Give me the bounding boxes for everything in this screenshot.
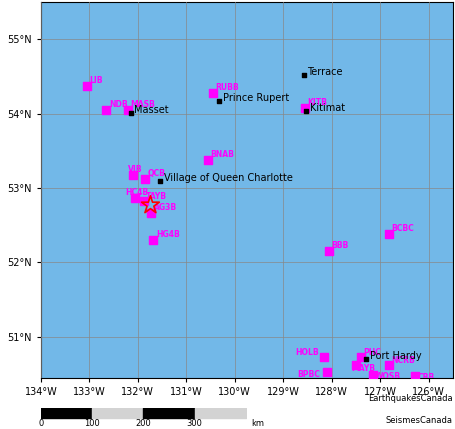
Point [300,72,307,79]
Text: NDB: NDB [109,100,127,109]
Point [204,156,212,163]
Text: Prince Rupert: Prince Rupert [223,93,289,103]
Text: CBB: CBB [417,374,435,383]
Point [302,108,309,115]
Text: Kitimat: Kitimat [310,103,345,113]
Point [323,369,330,376]
Text: 100: 100 [84,419,100,428]
Text: 200: 200 [136,419,151,428]
Point [127,109,134,116]
Text: 0: 0 [38,419,44,428]
Point [147,202,154,208]
Text: BPBC: BPBC [298,370,321,379]
Text: BCBC: BCBC [391,224,414,233]
Text: Village of Queen Charlotte: Village of Queen Charlotte [163,172,293,183]
Point [140,198,147,205]
Point [325,248,333,254]
Text: Masset: Masset [134,105,169,115]
Text: BNAB: BNAB [211,150,234,159]
Point [142,175,149,182]
Text: MAYB: MAYB [351,364,375,373]
Text: NCRB: NCRB [391,356,415,365]
Text: LIB: LIB [89,76,103,85]
Point [132,194,139,201]
Text: km: km [251,419,264,428]
Point [357,354,364,361]
Text: MASB: MASB [131,100,155,109]
Point [301,105,308,112]
Point [156,177,163,184]
Text: PHC: PHC [363,348,381,357]
Text: HOLB: HOLB [295,348,319,357]
Point [411,373,419,380]
Point [83,83,91,90]
Text: QCB: QCB [147,169,166,178]
Point [150,236,157,243]
Text: 300: 300 [187,419,202,428]
Point [321,354,328,361]
Point [385,362,392,369]
Point [369,371,376,378]
Point [385,231,392,238]
Point [209,89,217,96]
Text: HC4B: HC4B [126,188,149,197]
Point [216,97,223,104]
Text: AG3B: AG3B [154,203,177,212]
Point [129,171,136,178]
Text: SeismesCanada: SeismesCanada [386,416,453,425]
Point [148,209,155,216]
Text: KITB: KITB [308,99,327,108]
Text: BBB: BBB [332,241,349,250]
Text: VIB: VIB [128,165,143,174]
Point [363,356,370,363]
Text: Port Hardy: Port Hardy [370,351,422,361]
Text: Terrace: Terrace [308,67,343,77]
Text: TAYB: TAYB [146,192,167,201]
Point [103,106,110,113]
Text: RUBB: RUBB [215,83,239,92]
Point [125,106,132,113]
Text: HG4B: HG4B [156,230,180,239]
Text: WOSB: WOSB [375,372,401,381]
Point [352,362,359,369]
Text: EarthquakesCanada: EarthquakesCanada [368,394,453,403]
